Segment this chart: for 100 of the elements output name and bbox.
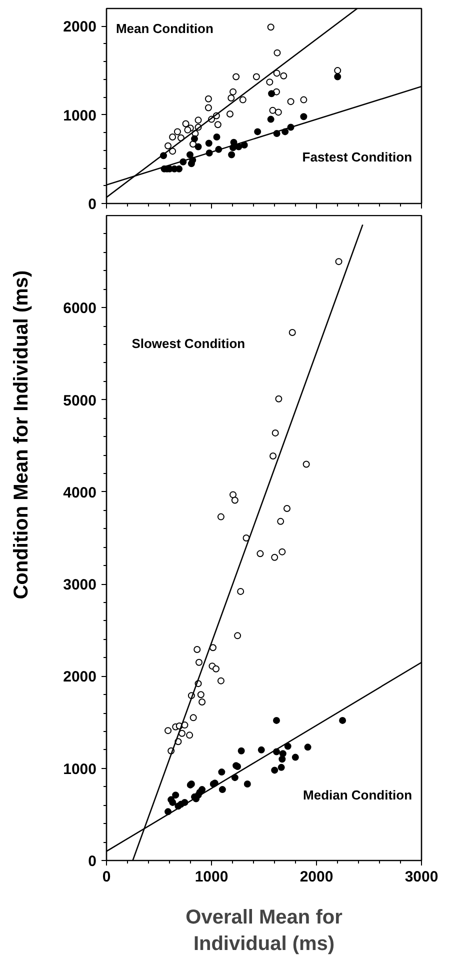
point: [269, 106, 276, 114]
point: [275, 395, 282, 402]
point: [304, 744, 312, 751]
point: [209, 644, 216, 652]
point: [194, 646, 201, 653]
point: [278, 548, 286, 556]
point: [272, 716, 280, 724]
point: [244, 780, 251, 788]
point: [283, 505, 290, 512]
point: [184, 126, 192, 134]
y-tick-label: 4000: [63, 484, 97, 502]
point: [258, 746, 265, 754]
point: [194, 143, 202, 150]
point: [186, 732, 194, 739]
y-tick-label: 5000: [63, 392, 97, 410]
point: [274, 108, 282, 116]
x-tick-label: 0: [102, 868, 111, 886]
legend-label: Slowest Condition: [132, 336, 246, 351]
point: [271, 554, 278, 561]
y-tick-label: 1000: [63, 107, 97, 124]
point: [273, 70, 280, 77]
point: [169, 798, 176, 806]
point: [230, 88, 237, 96]
point: [254, 128, 262, 136]
point: [164, 727, 172, 734]
series-label: Fastest Condition: [302, 150, 412, 164]
point: [280, 72, 288, 80]
point: [194, 116, 202, 124]
point: [270, 452, 277, 460]
point: [300, 113, 308, 120]
point: [334, 67, 342, 74]
y-tick-label: 2000: [63, 668, 97, 686]
point: [300, 96, 308, 104]
point: [197, 691, 204, 698]
y-tick-label: 3000: [63, 576, 97, 594]
point: [272, 429, 279, 436]
point: [172, 792, 180, 799]
point: [178, 730, 186, 737]
text: Median Condition: [303, 787, 412, 802]
point: [284, 742, 292, 750]
point: [204, 95, 212, 102]
point: [212, 665, 220, 672]
point: [292, 754, 299, 761]
point: [278, 764, 285, 771]
point: [274, 49, 281, 56]
point: [232, 73, 240, 80]
point: [288, 329, 296, 336]
point: [334, 73, 342, 80]
point: [239, 96, 246, 104]
point: [238, 747, 245, 754]
point: [277, 518, 284, 525]
x-axis-title: Overall Mean for Individual (ms): [186, 906, 343, 955]
point: [204, 104, 212, 112]
y-tick-label: 2000: [63, 18, 97, 36]
point: [205, 140, 212, 147]
point: [226, 110, 234, 118]
point: [164, 142, 172, 150]
point: [256, 550, 264, 558]
y-tick-label: 6000: [63, 300, 97, 318]
point: [228, 151, 236, 158]
point: [198, 698, 206, 706]
point: [335, 258, 342, 266]
point: [188, 160, 195, 168]
point: [287, 98, 294, 106]
point: [169, 134, 176, 141]
point: [198, 786, 206, 794]
point: [267, 116, 274, 123]
point: [252, 73, 260, 80]
point: [268, 90, 276, 98]
point: [214, 121, 222, 128]
point: [279, 750, 286, 758]
point: [217, 513, 224, 520]
point: [196, 658, 203, 666]
point: [190, 714, 197, 722]
point: [213, 134, 220, 141]
y-axis-title: Condition Mean for Individual (ms): [10, 270, 32, 600]
point: [266, 78, 274, 86]
legend-label: Mean Condition: [116, 20, 214, 36]
point: [182, 120, 190, 128]
x-tick-label: 3000: [404, 868, 438, 886]
point: [217, 677, 224, 684]
y-tick-label: 0: [88, 196, 96, 213]
point: [218, 768, 226, 776]
point: [186, 151, 194, 158]
x-tick-label: 2000: [300, 868, 334, 886]
point: [234, 632, 242, 640]
point: [230, 491, 237, 498]
point: [339, 716, 346, 724]
point: [231, 496, 238, 504]
point: [218, 786, 226, 794]
point: [267, 24, 274, 31]
point: [228, 94, 235, 102]
x-tick-label: 1000: [194, 868, 228, 886]
point: [174, 128, 181, 136]
point: [237, 588, 244, 595]
y-tick-label: 0: [88, 853, 96, 870]
y-tick-label: 1000: [63, 760, 97, 778]
point: [271, 766, 278, 774]
point: [302, 460, 310, 468]
point: [190, 135, 198, 142]
